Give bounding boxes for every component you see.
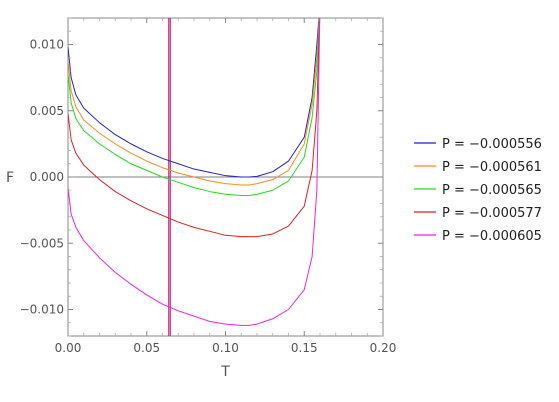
x-axis-label: T	[220, 364, 230, 380]
series-layer	[68, 18, 321, 336]
x-tick-label: 0.20	[370, 341, 397, 355]
legend-label: P = −0.000556	[442, 137, 542, 152]
plot-area	[67, 17, 384, 337]
x-tick-label: 0.00	[55, 341, 82, 355]
y-tick-label: −0.010	[20, 303, 64, 317]
axes-layer: 0.00 0.05 0.10 0.15 0.20 0.010 0.005 0.000 −0.00…	[6, 17, 397, 380]
legend-label: P = −0.000565	[442, 183, 542, 198]
series-line	[68, 18, 320, 197]
x-tick-label: 0.05	[133, 341, 160, 355]
legend-label: P = −0.000561	[442, 160, 542, 175]
legend-label: P = −0.000577	[442, 206, 542, 221]
legend: P = −0.000556 P = −0.000561 P = −0.000565 P…	[414, 137, 542, 244]
x-tick-label: 0.10	[212, 341, 239, 355]
y-tick-label: 0.010	[30, 38, 64, 52]
series-line	[68, 18, 321, 326]
y-tick-label: 0.000	[30, 170, 64, 184]
series-line	[68, 18, 320, 186]
y-axis-label: F	[6, 170, 14, 186]
x-tick-label: 0.15	[291, 341, 318, 355]
series-line	[68, 18, 320, 178]
y-tick-label: 0.005	[30, 104, 64, 118]
y-tick-label: −0.005	[20, 236, 64, 250]
series-line	[68, 18, 321, 238]
legend-label: P = −0.000605	[442, 229, 542, 244]
